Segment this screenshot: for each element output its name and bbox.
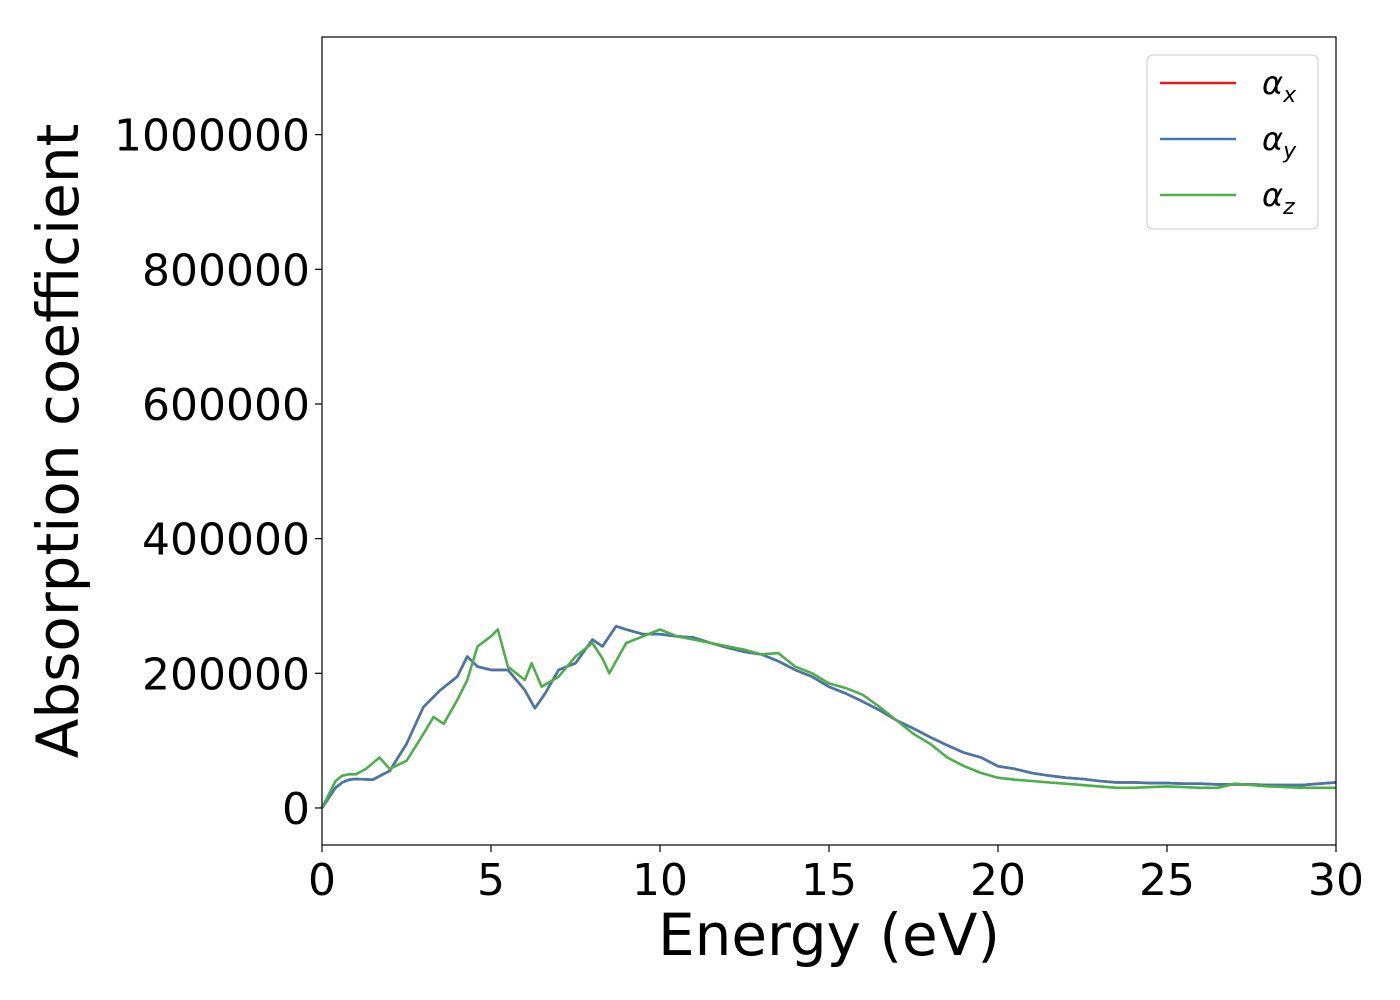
y-tick-label: 600000	[142, 380, 310, 431]
tick-layer: 0 5 10 15 20 25 30 0 200000 400000 600000 800000 100…	[114, 111, 1364, 906]
y-tick-label: 1000000	[114, 111, 310, 162]
y-tick-label: 200000	[142, 649, 310, 700]
x-tick-label: 25	[1139, 855, 1195, 906]
y-tick-label: 0	[282, 784, 310, 835]
x-tick-label: 15	[801, 855, 857, 906]
x-tick-label: 20	[970, 855, 1026, 906]
legend-entry-z: αz	[1262, 176, 1295, 220]
x-axis-label: Energy (eV)	[658, 901, 1000, 969]
legend-box	[1146, 54, 1319, 230]
y-tick-label: 800000	[142, 245, 310, 296]
legend: αx αy αz	[1146, 54, 1319, 230]
series-layer	[320, 624, 1337, 809]
x-tick-label: 10	[632, 855, 688, 906]
x-tick-label: 30	[1308, 855, 1364, 906]
series-line-z	[320, 628, 1336, 809]
y-axis-label: Absorption coefficient	[24, 124, 92, 759]
x-tick-label: 0	[308, 855, 336, 906]
legend-entry-x: αx	[1262, 64, 1297, 108]
legend-entry-y: αy	[1262, 120, 1297, 164]
y-tick-label: 400000	[142, 515, 310, 566]
series-line-y	[320, 624, 1337, 809]
x-tick-label: 5	[477, 855, 505, 906]
